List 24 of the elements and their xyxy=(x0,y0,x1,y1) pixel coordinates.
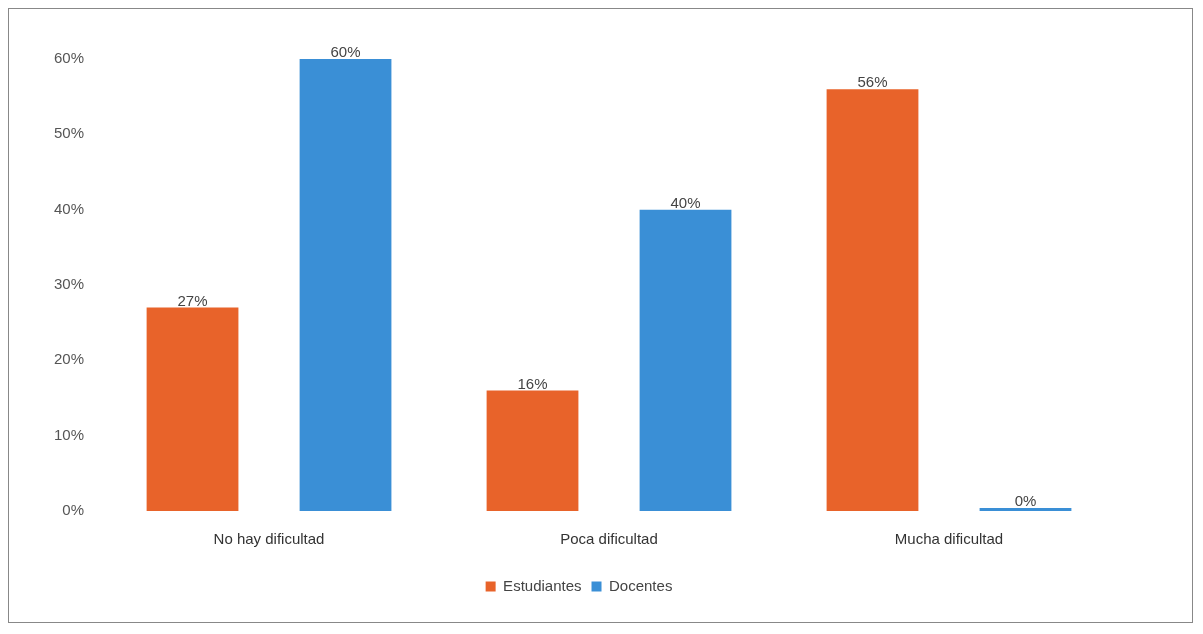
legend-label: Estudiantes xyxy=(503,576,582,594)
data-label: 16% xyxy=(517,374,548,392)
y-tick-label: 10% xyxy=(53,425,85,443)
legend-label: Docentes xyxy=(609,576,673,594)
x-tick-label: No hay dificultad xyxy=(213,530,325,548)
x-tick-label: Mucha dificultad xyxy=(894,530,1004,548)
bar xyxy=(826,89,919,511)
data-label: 27% xyxy=(177,291,208,309)
y-tick-label: 0% xyxy=(62,501,85,519)
bar xyxy=(639,209,732,511)
data-label: 56% xyxy=(857,73,888,91)
data-label: 40% xyxy=(670,193,701,211)
y-tick-label: 60% xyxy=(53,49,85,67)
data-label: 0% xyxy=(1014,492,1037,510)
bar xyxy=(299,59,392,511)
bar xyxy=(486,390,579,511)
x-tick-label: Poca dificultad xyxy=(560,530,658,548)
bar xyxy=(979,508,1072,511)
data-label: 60% xyxy=(330,43,361,61)
y-tick-label: 50% xyxy=(53,124,85,142)
y-tick-label: 40% xyxy=(53,199,85,217)
bar xyxy=(146,307,239,511)
y-tick-label: 30% xyxy=(53,275,85,293)
y-tick-label: 20% xyxy=(53,350,85,368)
